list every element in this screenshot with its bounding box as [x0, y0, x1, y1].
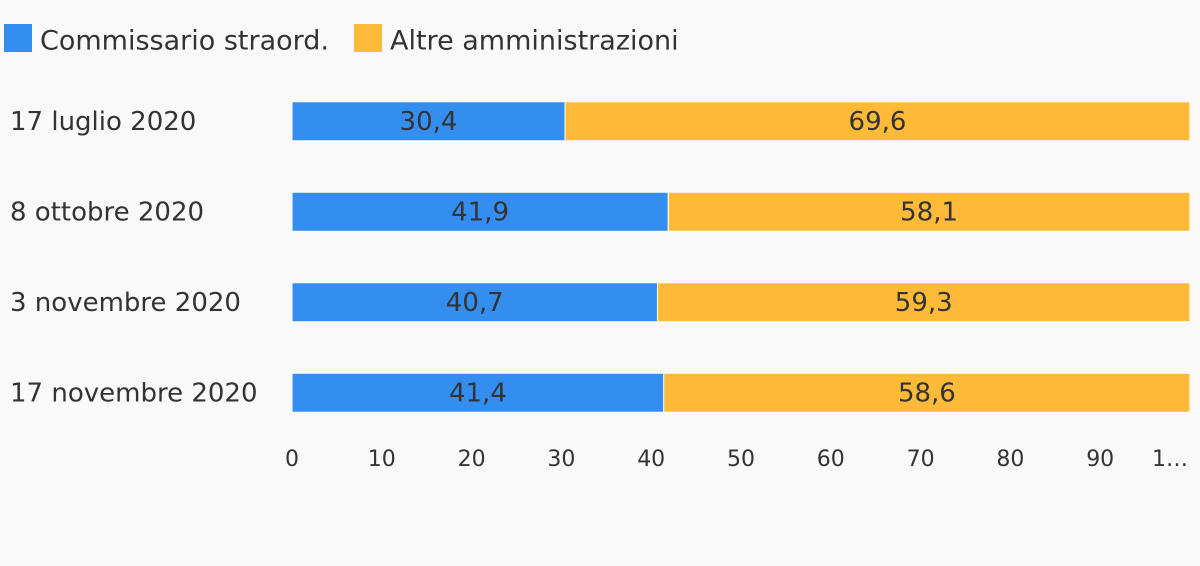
bar-segment: [663, 372, 1191, 413]
x-tick-label: 0: [285, 447, 299, 472]
x-tick-label: 20: [458, 447, 486, 472]
legend-label: Altre amministrazioni: [390, 26, 679, 57]
value-label: 41,4: [449, 378, 507, 408]
bar-segment: [656, 282, 1191, 323]
legend-swatch: [4, 24, 32, 52]
value-label: 40,7: [446, 288, 504, 318]
x-tick-label: 30: [547, 447, 575, 472]
x-tick-label: 50: [727, 447, 755, 472]
legend-swatch: [354, 24, 382, 52]
bar-segment: [291, 282, 658, 323]
category-label: 3 novembre 2020: [10, 288, 241, 318]
value-label: 58,6: [898, 378, 956, 408]
value-label: 58,1: [900, 197, 958, 227]
bar-segment: [291, 191, 669, 232]
x-tick-label: 70: [907, 447, 935, 472]
x-tick-label: 90: [1086, 447, 1114, 472]
value-label: 59,3: [895, 288, 953, 318]
bar-segment: [667, 191, 1191, 232]
bar-segment: [291, 101, 566, 142]
value-label: 41,9: [451, 197, 509, 227]
x-tick-label: 80: [996, 447, 1024, 472]
x-tick-label: 1…: [1152, 447, 1188, 472]
x-tick-label: 40: [637, 447, 665, 472]
legend-label: Commissario straord.: [40, 26, 329, 57]
bar-segment: [291, 372, 665, 413]
value-label: 69,6: [849, 107, 907, 137]
category-label: 17 novembre 2020: [10, 378, 258, 408]
category-label: 17 luglio 2020: [10, 107, 196, 137]
x-tick-label: 60: [817, 447, 845, 472]
bar-segment: [564, 101, 1191, 142]
x-tick-label: 10: [368, 447, 396, 472]
category-label: 8 ottobre 2020: [10, 197, 204, 227]
value-label: 30,4: [400, 107, 458, 137]
